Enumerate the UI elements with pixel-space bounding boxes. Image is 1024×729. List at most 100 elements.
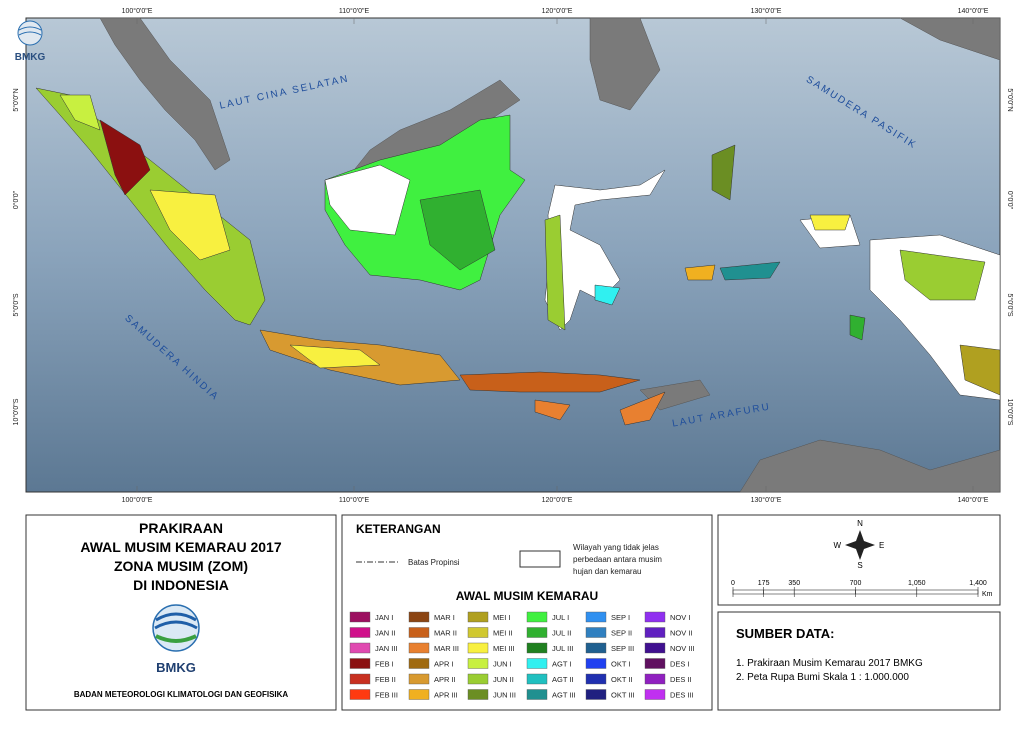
legend-swatch: [349, 689, 371, 700]
title-line: PRAKIRAAN: [139, 520, 223, 536]
scale-segment: [763, 589, 795, 595]
logo-text: BMKG: [156, 660, 196, 675]
bmkg-logo: BMKG: [152, 604, 200, 675]
graticule: [136, 18, 974, 492]
legend-label: APR II: [434, 675, 456, 684]
legend-title: KETERANGAN: [356, 522, 441, 536]
scale-segment: [732, 589, 764, 595]
legend-label: JUL I: [552, 613, 569, 622]
legend-label: DES II: [670, 675, 692, 684]
legend-label: AGT III: [552, 691, 576, 700]
compass-s: S: [857, 561, 862, 570]
legend-swatch: [349, 673, 371, 685]
scale-panel: N E S W 0 175 350 700 1,050 1,400 Km: [717, 514, 1001, 606]
lat-label: 10°0'0"S: [12, 398, 20, 425]
lat-label: 10°0'0"S: [1006, 399, 1014, 426]
lon-label: 130°0'0"E: [751, 7, 782, 15]
lon-label: 110°0'0"E: [339, 7, 370, 15]
legend-label: NOV III: [670, 644, 695, 653]
legend-label: SEP I: [611, 613, 630, 622]
legend-label: FEB II: [375, 675, 396, 684]
map: 100°0'0"E 110°0'0"E 120°0'0"E 130°0'0"E …: [12, 7, 1014, 504]
legend-swatch: [526, 642, 548, 654]
scale-label: 700: [850, 580, 862, 587]
legend-panel: KETERANGAN Batas Propinsi Wilayah yang t…: [341, 514, 713, 711]
unclear-label: perbedaan antara musim: [573, 555, 662, 564]
legend-swatch: [467, 658, 489, 669]
title-line: AWAL MUSIM KEMARAU 2017: [80, 539, 281, 555]
boundary-label: Batas Propinsi: [408, 558, 460, 567]
scale-segment: [855, 589, 918, 595]
legend-label: AGT I: [552, 660, 571, 669]
legend-label: JAN III: [375, 644, 398, 653]
legend-label: FEB III: [375, 691, 398, 700]
legend-label: SEP II: [611, 629, 632, 638]
legend-swatch: [408, 611, 430, 623]
zone-land: [35, 87, 1001, 426]
lon-label: 100°0'0"E: [122, 496, 153, 504]
lon-label: 120°0'0"E: [542, 496, 573, 504]
lon-label: 110°0'0"E: [339, 496, 370, 504]
compass-e: E: [879, 541, 884, 550]
legend-swatch: [408, 642, 430, 654]
map-logo: BMKG: [15, 20, 46, 63]
logo-text: BMKG: [15, 52, 46, 63]
legend-label: OKT III: [611, 691, 635, 700]
legend-label: JUL II: [552, 629, 571, 638]
legend-label: MEI II: [493, 629, 513, 638]
legend-swatch: [585, 673, 607, 685]
scale-label: 175: [758, 580, 770, 587]
scale-label: 0: [731, 580, 735, 587]
legend-swatch: [349, 627, 371, 638]
legend-label: MEI I: [493, 613, 511, 622]
legend-label: SEP III: [611, 644, 634, 653]
agency-name: BADAN METEOROLOGI KLIMATOLOGI DAN GEOFIS…: [74, 690, 289, 699]
legend-swatch: [408, 673, 430, 685]
source-item: 1. Prakiraan Musim Kemarau 2017 BMKG: [736, 658, 923, 669]
legend-label: JUN I: [493, 660, 512, 669]
source-item: 2. Peta Rupa Bumi Skala 1 : 1.000.000: [736, 672, 909, 683]
legend-label: DES I: [670, 660, 690, 669]
legend-swatch: [526, 611, 548, 623]
legend-label: JUL III: [552, 644, 573, 653]
legend-swatch: [585, 627, 607, 638]
legend-swatch: [408, 658, 430, 669]
lat-label: 5°0'0"N: [12, 88, 20, 111]
sources-title: SUMBER DATA:: [736, 626, 834, 641]
title-panel: PRAKIRAAN AWAL MUSIM KEMARAU 2017 ZONA M…: [25, 514, 337, 711]
lat-label: 5°0'0"S: [12, 293, 20, 316]
compass-rose: [845, 530, 875, 560]
scale-unit: Km: [982, 591, 993, 598]
legend-swatch: [467, 611, 489, 623]
legend-swatch: [644, 611, 666, 623]
legend-swatch: [467, 627, 489, 638]
legend-swatch: [408, 627, 430, 638]
legend-swatch: [644, 658, 666, 669]
legend-label: OKT I: [611, 660, 630, 669]
legend-swatch: [526, 658, 548, 669]
legend-label: DES III: [670, 691, 694, 700]
legend-swatch: [349, 658, 371, 669]
legend-label: MAR III: [434, 644, 459, 653]
lat-label: 5°0'0"N: [1006, 88, 1014, 111]
legend-label: JUN II: [493, 675, 514, 684]
legend-label: JAN I: [375, 613, 393, 622]
legend-swatch: [467, 673, 489, 685]
lon-label: 140°0'0"E: [958, 496, 989, 504]
legend-swatch: [644, 627, 666, 638]
legend-swatch: [349, 611, 371, 623]
legend-swatch: [467, 642, 489, 654]
lat-label: 0°0'0": [1006, 191, 1014, 210]
legend-label: OKT II: [611, 675, 633, 684]
legend-label: MEI III: [493, 644, 515, 653]
scale-segment: [793, 589, 856, 595]
legend-swatch: [644, 642, 666, 654]
scale-label: 1,400: [969, 580, 987, 587]
legend-swatch: [526, 627, 548, 638]
legend-label: JUN III: [493, 691, 516, 700]
legend-swatch: [644, 673, 666, 685]
legend-label: MAR I: [434, 613, 455, 622]
legend-label: NOV I: [670, 613, 690, 622]
scale-label: 350: [788, 580, 800, 587]
